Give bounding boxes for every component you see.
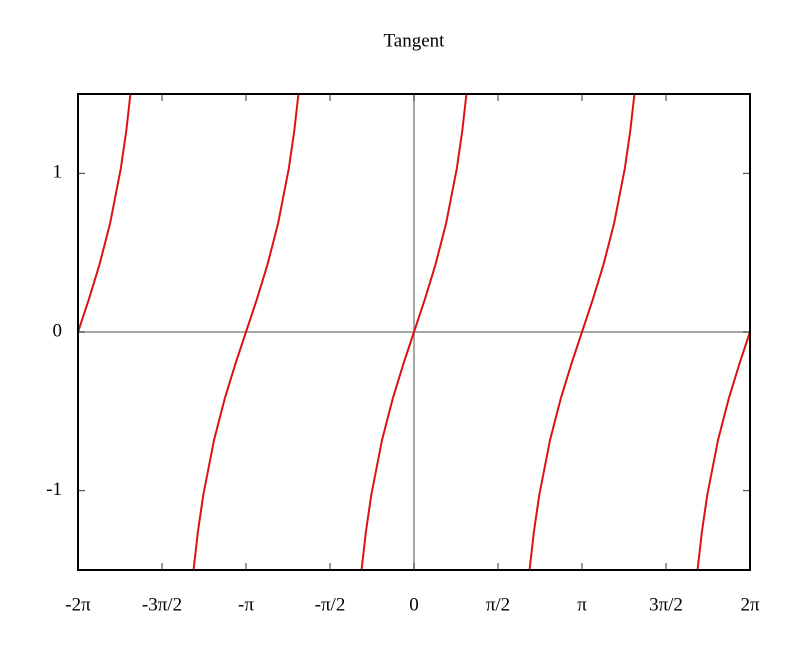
x-tick-label: -2π bbox=[65, 594, 91, 615]
y-tick-label: 1 bbox=[53, 162, 63, 183]
x-tick-label: 3π/2 bbox=[649, 594, 683, 615]
plot-frame bbox=[77, 93, 751, 571]
line bbox=[78, 94, 750, 570]
x-tick-label: π/2 bbox=[486, 594, 510, 615]
chart-title: Tangent bbox=[384, 30, 446, 51]
x-tick-label: 2π bbox=[740, 594, 760, 615]
x-tick-label: -π/2 bbox=[315, 594, 346, 615]
x-tick-label: 0 bbox=[409, 594, 419, 615]
plot-area bbox=[78, 94, 750, 570]
x-tick-label: -3π/2 bbox=[142, 594, 182, 615]
x-tick-label: -π bbox=[238, 594, 254, 615]
x-tick-label: π bbox=[577, 594, 587, 615]
y-tick-label: 0 bbox=[53, 320, 63, 341]
y-tick-label: -1 bbox=[46, 479, 62, 500]
